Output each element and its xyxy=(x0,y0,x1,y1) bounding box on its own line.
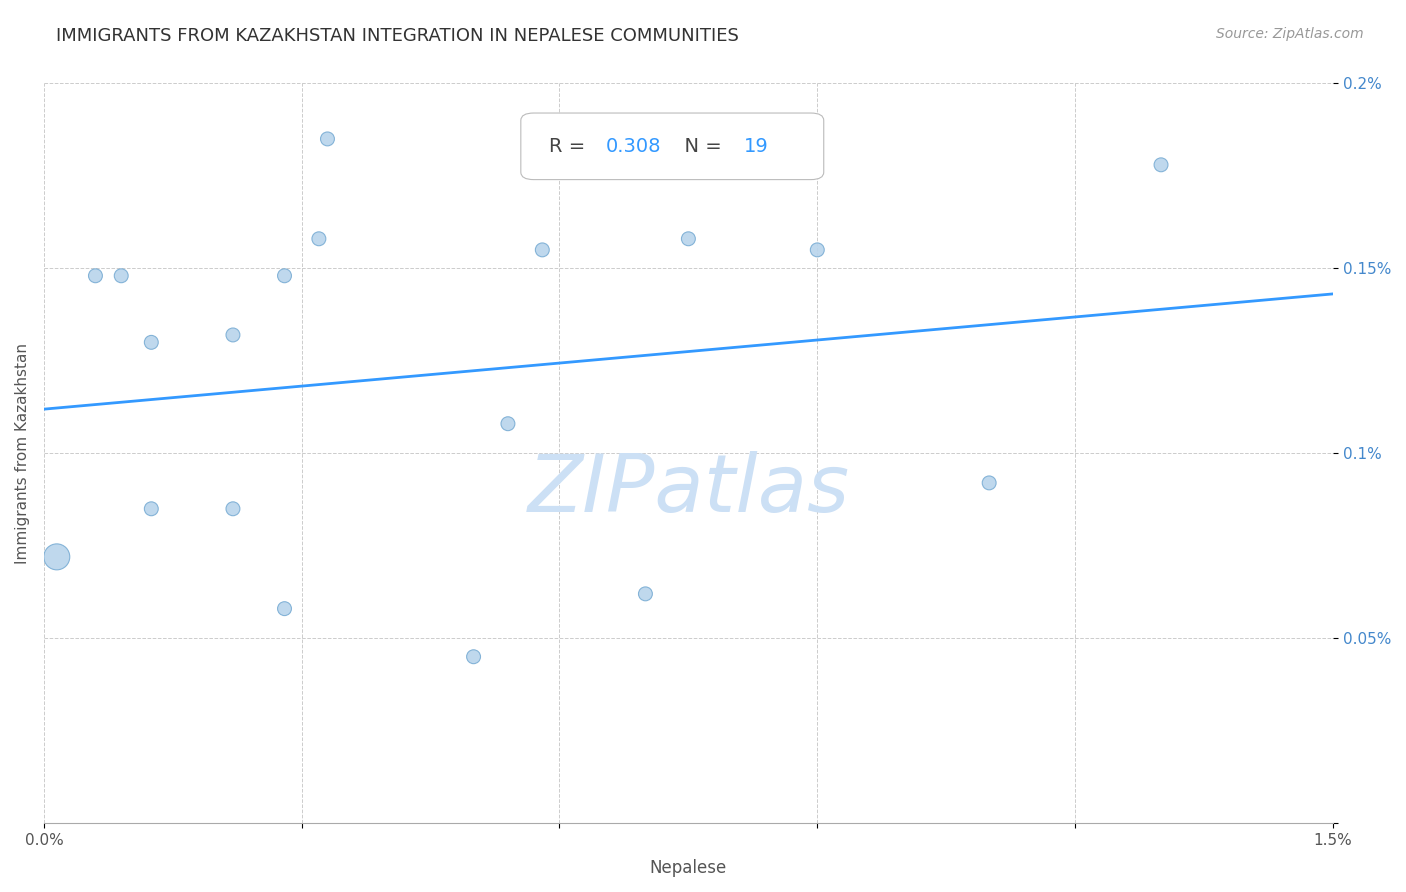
Point xyxy=(222,501,245,516)
Point xyxy=(141,501,163,516)
Point xyxy=(273,601,295,615)
Text: 0.308: 0.308 xyxy=(606,136,661,156)
Point xyxy=(110,268,132,283)
Text: Source: ZipAtlas.com: Source: ZipAtlas.com xyxy=(1216,27,1364,41)
Point xyxy=(678,232,700,246)
Point xyxy=(531,243,554,257)
Point xyxy=(222,328,245,343)
Point xyxy=(806,243,828,257)
Point xyxy=(463,649,485,664)
Point xyxy=(45,549,67,564)
Text: R =: R = xyxy=(550,136,592,156)
Point xyxy=(496,417,519,431)
Point xyxy=(979,475,1001,490)
Text: 19: 19 xyxy=(744,136,769,156)
Text: ZIPatlas: ZIPatlas xyxy=(527,451,849,529)
Point xyxy=(84,268,107,283)
Point xyxy=(141,335,163,350)
Point xyxy=(308,232,330,246)
X-axis label: Nepalese: Nepalese xyxy=(650,859,727,877)
FancyBboxPatch shape xyxy=(520,113,824,179)
Y-axis label: Immigrants from Kazakhstan: Immigrants from Kazakhstan xyxy=(15,343,30,564)
Point xyxy=(316,132,339,146)
Point xyxy=(1150,158,1173,172)
Point xyxy=(634,587,657,601)
Text: IMMIGRANTS FROM KAZAKHSTAN INTEGRATION IN NEPALESE COMMUNITIES: IMMIGRANTS FROM KAZAKHSTAN INTEGRATION I… xyxy=(56,27,740,45)
Text: N =: N = xyxy=(672,136,728,156)
Point xyxy=(273,268,295,283)
